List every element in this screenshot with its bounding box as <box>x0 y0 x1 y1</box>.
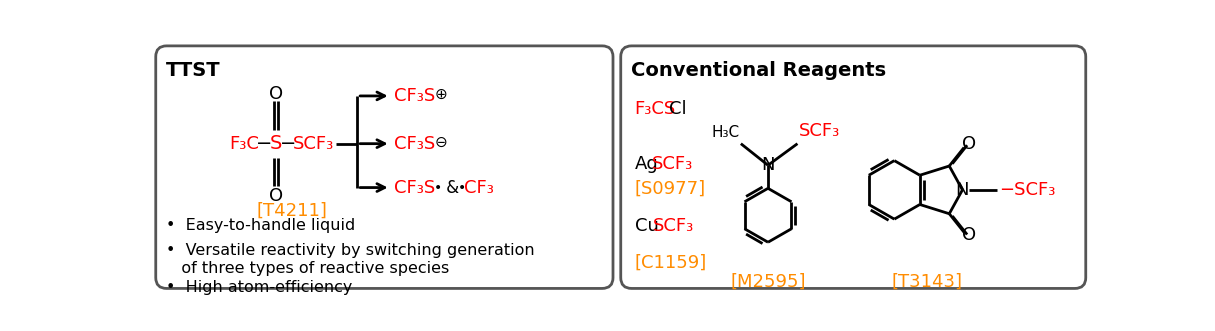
Text: N: N <box>762 156 775 174</box>
Text: CF₃S: CF₃S <box>395 87 436 105</box>
Text: •  Easy-to-handle liquid: • Easy-to-handle liquid <box>165 218 355 233</box>
Text: •  Versatile reactivity by switching generation: • Versatile reactivity by switching gene… <box>165 243 535 258</box>
Text: SCF₃: SCF₃ <box>293 135 334 153</box>
Text: Ag: Ag <box>634 155 659 173</box>
Text: [M2595]: [M2595] <box>730 272 806 290</box>
Text: −: − <box>279 134 296 153</box>
Text: SCF₃: SCF₃ <box>654 217 695 235</box>
Text: F₃CS: F₃CS <box>634 100 676 118</box>
Text: [T4211]: [T4211] <box>256 202 327 219</box>
Text: O: O <box>269 187 283 205</box>
Text: •: • <box>434 181 442 195</box>
Text: O: O <box>961 226 976 244</box>
Text: CF₃S: CF₃S <box>395 135 436 153</box>
Text: S: S <box>270 134 282 153</box>
Text: O: O <box>961 135 976 154</box>
Text: ⊖: ⊖ <box>435 134 447 149</box>
Text: O: O <box>269 85 283 103</box>
Text: [S0977]: [S0977] <box>634 180 706 198</box>
Text: −: − <box>255 134 272 153</box>
Text: −SCF₃: −SCF₃ <box>999 181 1056 199</box>
Text: F₃C: F₃C <box>230 135 259 153</box>
Text: TTST: TTST <box>165 61 220 80</box>
Text: of three types of reactive species: of three types of reactive species <box>165 261 450 276</box>
Text: CF₃: CF₃ <box>464 178 495 197</box>
Text: [C1159]: [C1159] <box>634 254 707 272</box>
Text: ⊕: ⊕ <box>435 87 447 102</box>
Text: &: & <box>441 178 464 197</box>
Text: [T3143]: [T3143] <box>892 272 962 290</box>
FancyBboxPatch shape <box>621 46 1086 288</box>
Text: Conventional Reagents: Conventional Reagents <box>631 61 886 80</box>
Text: SCF₃: SCF₃ <box>651 155 693 173</box>
Text: •: • <box>458 181 467 195</box>
Text: Cl: Cl <box>668 100 686 118</box>
Text: Cu: Cu <box>634 217 659 235</box>
Text: N: N <box>956 181 970 199</box>
Text: SCF₃: SCF₃ <box>799 122 841 140</box>
Text: H₃C: H₃C <box>711 125 739 140</box>
FancyBboxPatch shape <box>156 46 614 288</box>
Text: CF₃S: CF₃S <box>395 178 436 197</box>
Text: •  High atom-efficiency: • High atom-efficiency <box>165 280 352 295</box>
